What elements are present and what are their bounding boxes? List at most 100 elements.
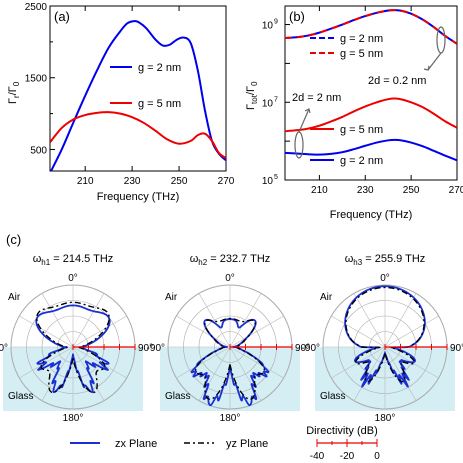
region-label-glass: Glass: [320, 391, 346, 402]
polar-angle-left: -90°: [147, 343, 165, 354]
polar-spoke: [384, 346, 417, 401]
directivity-ticks: [316, 439, 378, 447]
polar-title: ωh2 = 232.7 THz: [190, 253, 271, 267]
legend-b-top-label-1: g = 2 nm: [340, 33, 383, 45]
chart-b-series-4: [285, 97, 457, 133]
polar-spoke: [41, 293, 74, 348]
chart-a-xtick-label: 230: [124, 176, 141, 187]
chart-a-ytick-label: 500: [30, 145, 47, 156]
chart-b-ytick-label: 10: [262, 176, 274, 187]
polar-angle-right: 90°: [295, 343, 310, 354]
polar-title-sub: h3: [353, 258, 362, 267]
polar-yz-curve: [36, 301, 110, 394]
polar-angle-top: 0°: [380, 273, 390, 284]
polar-spoke: [198, 293, 231, 348]
chart-b-ytick-label: 10: [262, 98, 274, 109]
chart-a: 210 230 250 270 500 1500 2500 Γr/Γ0 Frequency …: [7, 2, 235, 203]
polar-angle-top: 0°: [68, 273, 78, 284]
polar-title-omega: ω: [345, 253, 354, 265]
chart-a-ytick-label: 2500: [25, 2, 48, 13]
polar-title-omega: ω: [190, 253, 199, 265]
chart-b-frame: [284, 5, 458, 181]
polar-angle-bottom: 180°: [63, 413, 84, 424]
chart-a-ylabel: Γr/Γ0: [7, 81, 21, 104]
polar-spoke: [72, 293, 105, 348]
directivity-tick-label-2: -20: [340, 451, 355, 462]
polar-spoke: [229, 346, 284, 379]
legend-b-top-label-2: g = 5 nm: [340, 48, 383, 60]
polar-spoke: [229, 293, 262, 348]
chart-a-series-2: [50, 111, 226, 159]
polar-title-omega: ω: [33, 253, 42, 265]
chart-a-ytick-label: 1500: [25, 74, 48, 85]
chart-a-series-1: [50, 20, 226, 171]
panel-label-a: (a): [54, 9, 70, 24]
polar-zx-curve: [35, 304, 111, 394]
polar-spoke: [19, 315, 74, 348]
chart-b-ytick-exponent: 5: [274, 174, 278, 181]
polar-spoke: [229, 346, 262, 401]
polar-spoke: [229, 315, 284, 348]
legend-c-yz-label: yz Plane: [226, 438, 268, 450]
polar-angle-left: -90°: [302, 343, 320, 354]
polar-title-sub: h2: [198, 258, 207, 267]
region-label-glass: Glass: [8, 391, 34, 402]
chart-b-ytick-exponent: 9: [274, 19, 278, 26]
directivity-title: Directivity (dB): [306, 425, 378, 437]
region-label-air: Air: [320, 292, 333, 303]
polar-spoke: [384, 293, 417, 348]
polar-chart-3: ωh3 = 255.9 THz 0° -90° 90° 180° Air Glass: [302, 253, 463, 424]
chart-a-xtick-label: 210: [77, 176, 94, 187]
polar-spoke: [176, 315, 231, 348]
polar-angle-bottom: 180°: [375, 413, 396, 424]
polar-yz-curve: [345, 286, 425, 383]
directivity-tick-label-1: -40: [310, 451, 325, 462]
polar-title-rest: = 232.7 THz: [207, 253, 270, 265]
panel-label-c: (c): [6, 232, 21, 247]
chart-a-frame: [49, 5, 227, 172]
polar-chart-2: ωh2 = 232.7 THz 0° -90° 90° 180° Air Glass: [147, 253, 311, 424]
annotation-2d-2: 2d = 2 nm: [292, 92, 341, 104]
chart-b-series-2: [285, 9, 457, 45]
panel-label-b: (b): [289, 9, 305, 24]
legend-a-label-1: g = 2 nm: [138, 62, 181, 74]
polar-angle-right: 90°: [450, 343, 463, 354]
annotation-arrowhead-bottom: [304, 108, 311, 114]
chart-b-ytick-exponent: 7: [274, 96, 278, 103]
polar-zx-curve: [344, 285, 426, 388]
polar-angle-left: -90°: [0, 343, 8, 354]
polar-spoke: [72, 315, 127, 348]
chart-b-xtick-label: 230: [357, 185, 374, 196]
annotation-ellipse-top: [436, 26, 446, 54]
polar-spoke: [198, 346, 231, 401]
region-label-air: Air: [8, 292, 21, 303]
legend-b-bottom-label-1: g = 5 nm: [340, 124, 383, 136]
chart-b-ylabel: Γtot/Γ0: [245, 81, 259, 110]
directivity-tick-label-3: 0: [374, 451, 380, 462]
chart-b-xtick-label: 270: [449, 185, 463, 196]
polar-spoke: [331, 315, 386, 348]
chart-b-series-3: [285, 138, 457, 162]
polar-title: ωh1 = 214.5 THz: [33, 253, 114, 267]
polar-angle-right: 90°: [138, 343, 153, 354]
legend-c-zx-label: zx Plane: [115, 438, 157, 450]
polar-spoke: [353, 293, 386, 348]
polar-title-rest: = 255.9 THz: [362, 253, 425, 265]
chart-a-xtick-label: 270: [218, 176, 235, 187]
polar-yz-curve: [194, 317, 266, 400]
chart-a-xlabel: Frequency (THz): [97, 191, 180, 203]
polar-title-sub: h1: [41, 258, 50, 267]
region-label-air: Air: [165, 292, 178, 303]
chart-c: ωh1 = 214.5 THz0°-90°90°180°AirGlassωh2 …: [0, 253, 463, 424]
polar-title-rest: = 214.5 THz: [50, 253, 113, 265]
polar-spoke: [384, 315, 439, 348]
polar-angle-bottom: 180°: [220, 413, 241, 424]
chart-b-xlabel: Frequency (THz): [330, 209, 413, 221]
chart-a-xtick-label: 250: [171, 176, 188, 187]
annotation-2d-0.2: 2d = 0.2 nm: [368, 75, 426, 87]
chart-b-xtick-label: 250: [403, 185, 420, 196]
legend-a-label-2: g = 5 nm: [138, 98, 181, 110]
